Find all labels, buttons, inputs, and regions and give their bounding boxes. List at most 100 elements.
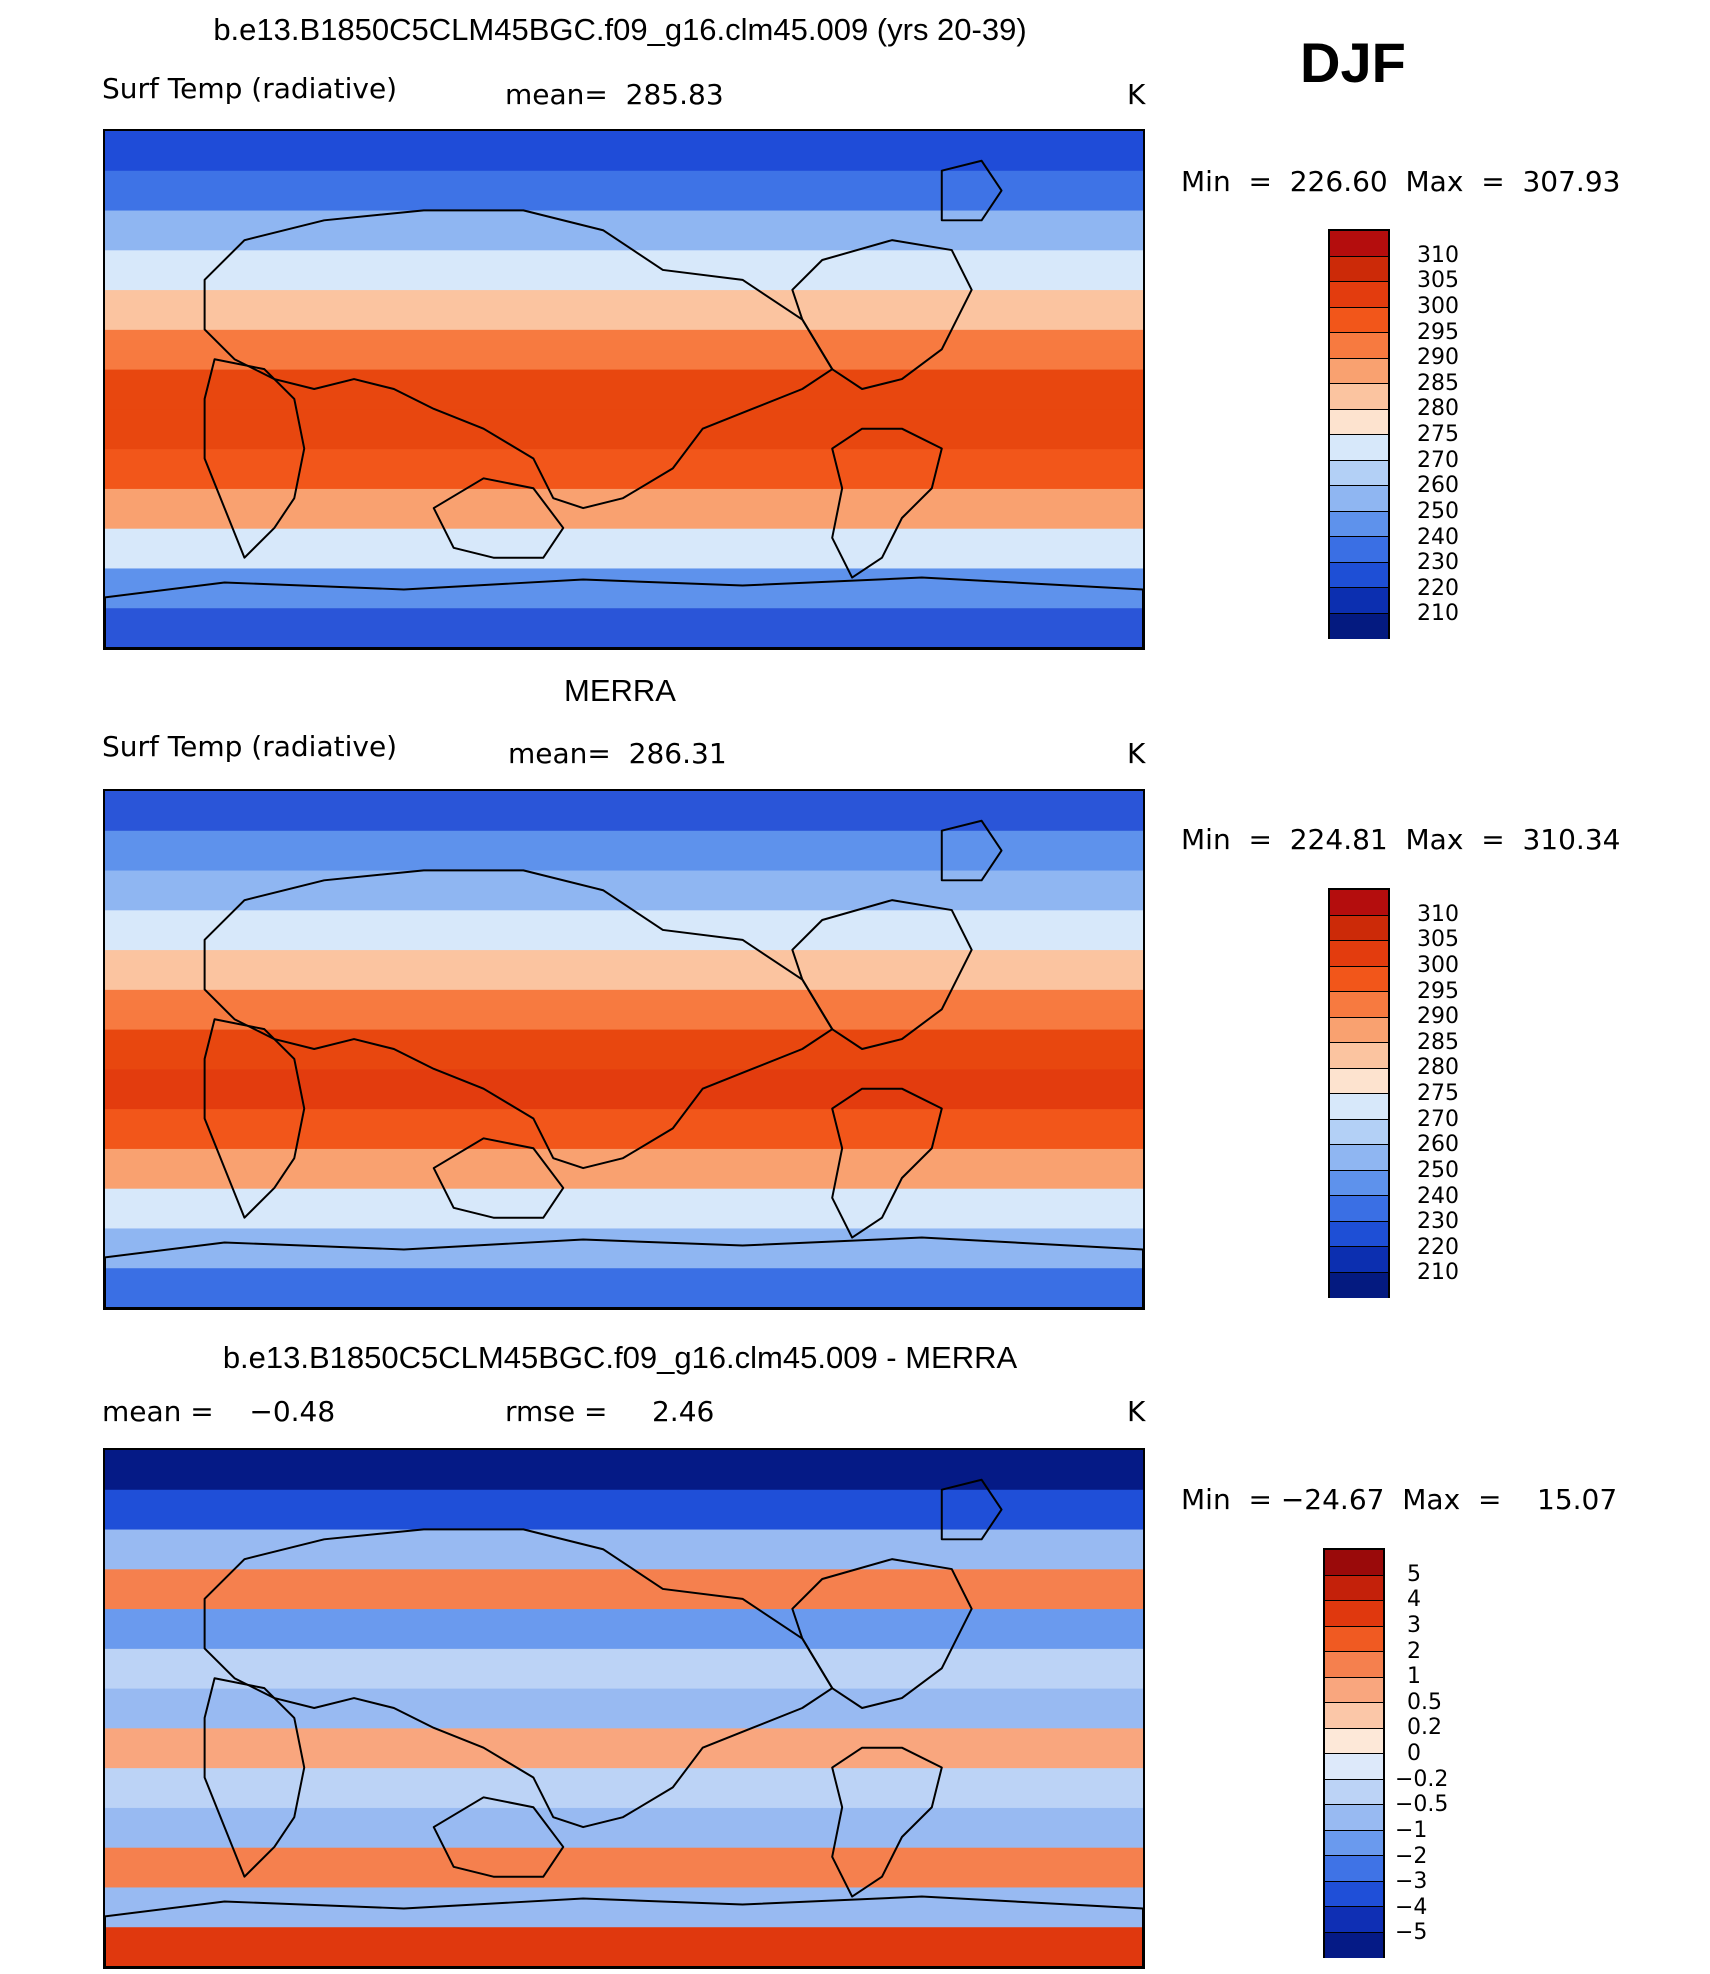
- map-latitude-band: [105, 1927, 1143, 1967]
- colorbar-tick-label: 1: [1407, 1664, 1421, 1690]
- colorbar-tick-label: −0.2: [1395, 1766, 1449, 1792]
- map-latitude-band: [105, 131, 1143, 172]
- colorbar-tick-label: 250: [1417, 498, 1459, 524]
- colorbar-segment: [1325, 1830, 1383, 1856]
- colorbar-tick-label: 5: [1407, 1561, 1421, 1587]
- colorbar-segment: [1330, 1119, 1388, 1145]
- colorbar-tick-label: 240: [1417, 524, 1459, 550]
- coastline-outline: [105, 576, 1143, 648]
- colorbar-tick-label: 0.2: [1407, 1715, 1442, 1741]
- colorbar-tick-label: 285: [1417, 1029, 1459, 1055]
- colorbar-tick-label: 290: [1417, 345, 1459, 371]
- map-latitude-band: [105, 568, 1143, 610]
- map-latitude-band: [105, 250, 1143, 292]
- coastline-outline: [203, 358, 306, 559]
- colorbar-segment: [1330, 1017, 1388, 1043]
- map-latitude-band: [105, 329, 1143, 371]
- coastline-outline: [940, 819, 1003, 882]
- colorbar-segment: [1330, 1247, 1388, 1273]
- panel-model-colorbar-ticks: 310 305 300 295 290 285 280 275 270 260 250 240 230 2…: [1405, 229, 1505, 639]
- colorbar-tick-label: 4: [1407, 1587, 1421, 1613]
- panel-diff-mean-label: mean = −0.48: [102, 1395, 336, 1428]
- panel-model-units: K: [1127, 78, 1146, 111]
- colorbar-tick-label: −0.5: [1395, 1792, 1449, 1818]
- map-latitude-band: [105, 1728, 1143, 1770]
- colorbar-tick-label: 300: [1417, 952, 1459, 978]
- colorbar-segment: [1330, 915, 1388, 941]
- map-latitude-band: [105, 409, 1143, 451]
- colorbar-segment: [1330, 562, 1388, 588]
- colorbar-tick-label: 290: [1417, 1004, 1459, 1030]
- colorbar-tick-label: 310: [1417, 901, 1459, 927]
- colorbar-segment: [1325, 1932, 1383, 1958]
- map-latitude-band: [105, 488, 1143, 530]
- panel-diff-rmse-label: rmse = 2.46: [505, 1395, 715, 1428]
- colorbar-segment: [1330, 1272, 1388, 1298]
- panel-obs-map: [103, 789, 1145, 1310]
- panel-diff-title: b.e13.B1850C5CLM45BGC.f09_g16.clm45.009 …: [222, 1340, 1018, 1375]
- colorbar-tick-label: 270: [1417, 1106, 1459, 1132]
- panel-obs-variable-label: Surf Temp (radiative): [102, 730, 398, 763]
- colorbar-tick-label: 280: [1417, 396, 1459, 422]
- colorbar-segment: [1330, 460, 1388, 486]
- panel-obs-units: K: [1127, 737, 1146, 770]
- colorbar-segment: [1325, 1728, 1383, 1754]
- colorbar-tick-label: 260: [1417, 1132, 1459, 1158]
- colorbar-segment: [1330, 1043, 1388, 1069]
- colorbar-tick-label: 220: [1417, 575, 1459, 601]
- colorbar-segment: [1330, 1145, 1388, 1171]
- colorbar-segment: [1325, 1856, 1383, 1882]
- colorbar-tick-label: 305: [1417, 927, 1459, 953]
- colorbar-segment: [1330, 256, 1388, 282]
- colorbar-tick-label: 270: [1417, 447, 1459, 473]
- colorbar-segment: [1330, 231, 1388, 257]
- panel-model-map: [103, 129, 1145, 650]
- map-latitude-band: [105, 1569, 1143, 1611]
- coastline-outline: [432, 1796, 565, 1878]
- coastline-outline: [432, 477, 565, 559]
- map-latitude-band: [105, 528, 1143, 570]
- colorbar-segment: [1325, 1881, 1383, 1907]
- panel-diff-map: [103, 1448, 1145, 1969]
- colorbar-segment: [1330, 588, 1388, 614]
- colorbar-tick-label: 3: [1407, 1612, 1421, 1638]
- map-latitude-band: [105, 170, 1143, 212]
- colorbar-segment: [1325, 1601, 1383, 1627]
- colorbar-tick-label: 305: [1417, 268, 1459, 294]
- colorbar-segment: [1325, 1626, 1383, 1652]
- panel-obs-colorbar: [1328, 888, 1390, 1298]
- colorbar-segment: [1325, 1575, 1383, 1601]
- coastline-outline: [203, 1677, 306, 1878]
- coastline-outline: [831, 1087, 943, 1239]
- colorbar-segment: [1330, 613, 1388, 639]
- colorbar-tick-label: 280: [1417, 1055, 1459, 1081]
- coastline-outline: [791, 899, 973, 1050]
- map-latitude-band: [105, 830, 1143, 872]
- map-latitude-band: [105, 1609, 1143, 1650]
- colorbar-segment: [1330, 384, 1388, 410]
- colorbar-segment: [1330, 1196, 1388, 1222]
- map-latitude-band: [105, 1688, 1143, 1730]
- colorbar-tick-label: 275: [1417, 422, 1459, 447]
- colorbar-segment: [1330, 966, 1388, 992]
- colorbar-tick-label: 295: [1417, 978, 1459, 1004]
- colorbar-tick-label: 240: [1417, 1183, 1459, 1209]
- colorbar-segment: [1330, 1094, 1388, 1120]
- colorbar-tick-label: 260: [1417, 473, 1459, 499]
- colorbar-segment: [1330, 486, 1388, 512]
- colorbar-segment: [1325, 1779, 1383, 1805]
- map-latitude-band: [105, 1768, 1143, 1809]
- colorbar-tick-label: 2: [1407, 1638, 1421, 1664]
- colorbar-segment: [1325, 1550, 1383, 1576]
- colorbar-tick-label: 250: [1417, 1157, 1459, 1183]
- colorbar-segment: [1330, 537, 1388, 563]
- colorbar-segment: [1325, 1907, 1383, 1933]
- colorbar-tick-label: 220: [1417, 1234, 1459, 1260]
- map-latitude-band: [105, 1489, 1143, 1531]
- coastline-outline: [203, 1528, 834, 1829]
- map-latitude-band: [105, 1029, 1143, 1071]
- colorbar-segment: [1325, 1754, 1383, 1780]
- map-latitude-band: [105, 608, 1143, 648]
- panel-diff-colorbar: [1323, 1548, 1385, 1958]
- map-latitude-band: [105, 449, 1143, 490]
